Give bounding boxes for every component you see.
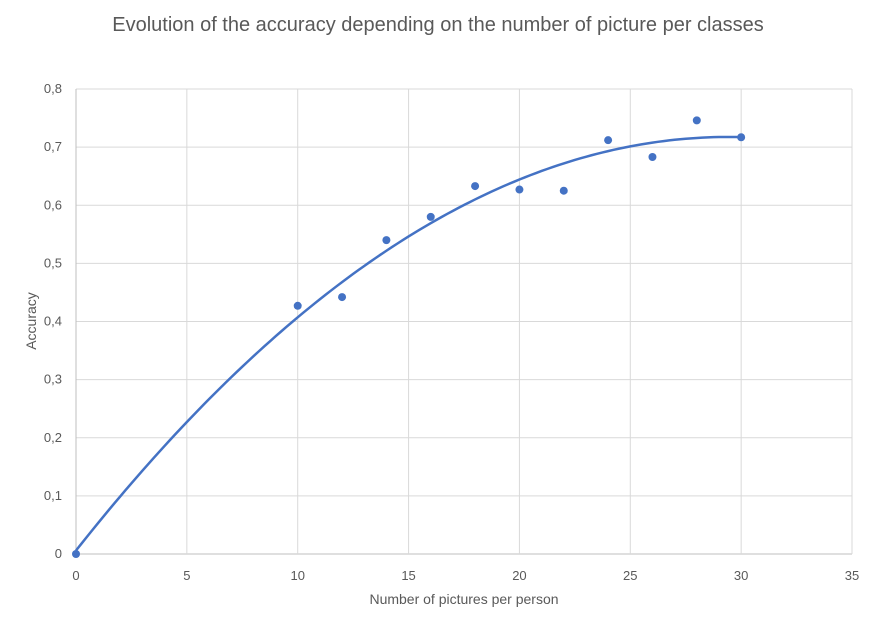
x-axis-tick-labels: 0 5 10 15 20 25 30 35 [72, 568, 859, 583]
y-tick-label: 0,5 [44, 255, 62, 270]
data-point [648, 153, 657, 162]
grid-layer [75, 88, 853, 555]
y-tick-label: 0,3 [44, 372, 62, 387]
data-point [604, 136, 613, 145]
y-axis-tick-labels: 0 0,1 0,2 0,3 0,4 0,5 0,6 0,7 0,8 [44, 81, 62, 561]
y-tick-label: 0,7 [44, 139, 62, 154]
x-tick-label: 35 [845, 568, 859, 583]
data-point [559, 186, 568, 195]
data-point [515, 185, 524, 194]
data-point [426, 212, 435, 221]
chart-title: Evolution of the accuracy depending on t… [112, 14, 764, 36]
data-point [382, 236, 391, 245]
data-point [338, 293, 347, 302]
x-tick-label: 15 [401, 568, 415, 583]
data-point [293, 301, 302, 310]
x-tick-label: 5 [183, 568, 190, 583]
y-tick-label: 0,2 [44, 430, 62, 445]
y-tick-label: 0,1 [44, 488, 62, 503]
data-points [72, 116, 746, 558]
y-tick-label: 0,6 [44, 197, 62, 212]
data-point [692, 116, 701, 125]
x-tick-label: 0 [72, 568, 79, 583]
data-point [471, 182, 480, 191]
x-tick-label: 30 [734, 568, 748, 583]
x-tick-label: 25 [623, 568, 637, 583]
y-tick-label: 0 [55, 546, 62, 561]
y-axis-title: Accuracy [23, 292, 39, 350]
x-axis-title: Number of pictures per person [369, 591, 558, 607]
y-tick-label: 0,8 [44, 81, 62, 96]
data-point [72, 550, 80, 558]
y-tick-label: 0,4 [44, 314, 62, 329]
data-point [737, 133, 746, 142]
x-tick-label: 10 [290, 568, 304, 583]
x-tick-label: 20 [512, 568, 526, 583]
trendline [75, 135, 742, 552]
